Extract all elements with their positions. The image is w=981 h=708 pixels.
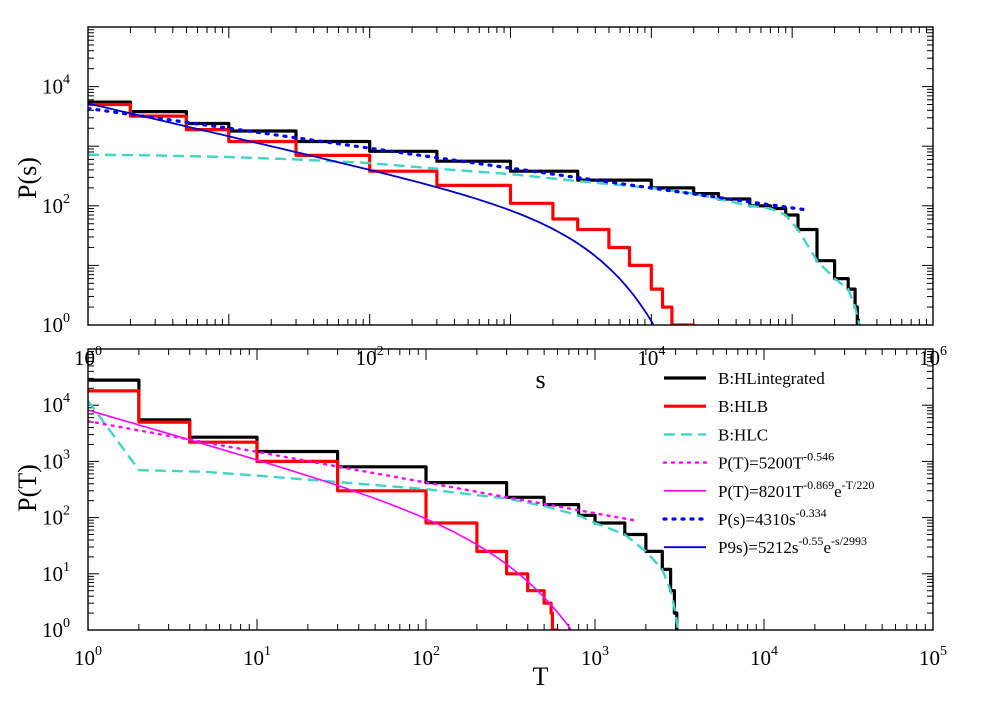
bottom-panel: 100 101 102 103 104 105 100 101 102 103 104 T P(T) [13, 348, 947, 691]
y-axis-label: P(s) [13, 157, 42, 199]
legend-item: P(T)=8201T-0.869e-T/220 [664, 478, 874, 501]
x-axis-label: T [533, 662, 549, 691]
y-tick-label: 100 [42, 616, 70, 642]
legend-item: P(T)=5200T-0.546 [662, 450, 834, 473]
y-tick-label: 102 [42, 192, 70, 218]
legend-item: B:HLintegrated [664, 369, 825, 388]
y-tick-label: 101 [42, 560, 70, 586]
legend-item: B:HLB [664, 397, 768, 416]
y-tick-label: 100 [42, 311, 70, 337]
plot-frame [87, 348, 934, 631]
series-line [88, 409, 572, 630]
x-tick-label: 105 [919, 644, 947, 670]
legend-label: P9s)=5212s-0.55e-s/2993 [718, 534, 867, 557]
legend-item: P(s)=4310s-0.334 [662, 506, 827, 529]
series-group [88, 378, 680, 630]
x-tick-label: 101 [243, 644, 271, 670]
series-line [88, 420, 640, 523]
series-line [88, 389, 560, 630]
x-tick-label: 102 [412, 644, 440, 670]
y-tick-label: 103 [42, 447, 70, 473]
legend-label: B:HLC [718, 425, 768, 444]
axis-ticks [87, 27, 933, 326]
series-line [88, 102, 655, 325]
legend-label: B:HLintegrated [718, 369, 825, 388]
series-line [88, 153, 861, 325]
series-line [88, 106, 810, 212]
x-tick-label: 104 [637, 344, 665, 370]
y-tick-label: 102 [42, 504, 70, 530]
legend-label: B:HLB [718, 397, 768, 416]
legend-label: P(s)=4310s-0.334 [718, 506, 827, 529]
y-tick-label: 104 [42, 391, 70, 417]
series-group [88, 100, 861, 325]
legend-label: P(T)=8201T-0.869e-T/220 [718, 478, 874, 501]
series-line [88, 378, 679, 630]
legend-label: P(T)=5200T-0.546 [718, 450, 834, 473]
series-line [88, 102, 696, 325]
x-tick-label: 100 [74, 644, 102, 670]
series-line [88, 400, 680, 630]
y-tick-label: 104 [42, 73, 70, 99]
series-line [88, 100, 861, 325]
legend-item: B:HLC [664, 425, 768, 444]
y-axis-label: P(T) [13, 464, 42, 512]
legend: B:HLintegrated B:HLB B:HLC P(T)=5200T-0.546… [662, 369, 874, 557]
plot-frame [87, 26, 934, 326]
legend-item: P9s)=5212s-0.55e-s/2993 [664, 534, 867, 557]
x-tick-label: 103 [581, 644, 609, 670]
x-tick-label: 104 [750, 644, 778, 670]
x-axis-label: s [535, 365, 545, 394]
x-tick-label: 102 [356, 344, 384, 370]
